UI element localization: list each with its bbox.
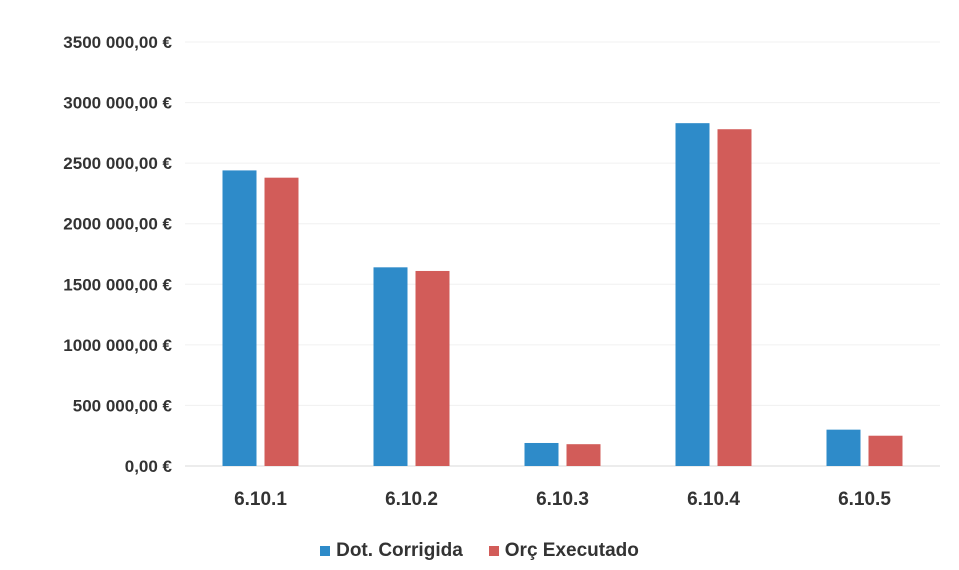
bar-orc-executado-6-10-1 — [265, 178, 299, 466]
legend: Dot. Corrigida Orç Executado — [0, 536, 959, 566]
x-category-label: 6.10.4 — [687, 489, 740, 510]
bars — [223, 123, 903, 466]
bar-orc-executado-6-10-4 — [718, 129, 752, 466]
legend-label-orc-executado: Orç Executado — [505, 540, 639, 562]
bar-dot-corrigida-6-10-2 — [374, 267, 408, 466]
legend-swatch-orc-executado — [489, 546, 499, 556]
x-category-label: 6.10.5 — [838, 489, 891, 510]
bar-dot-corrigida-6-10-5 — [827, 430, 861, 466]
bar-orc-executado-6-10-3 — [567, 444, 601, 466]
y-tick-label: 2000 000,00 € — [63, 215, 172, 234]
y-tick-label: 3500 000,00 € — [63, 33, 172, 52]
y-tick-label: 500 000,00 € — [73, 396, 173, 415]
legend-item-orc-executado: Orç Executado — [489, 540, 639, 562]
bar-dot-corrigida-6-10-1 — [223, 170, 257, 466]
y-tick-label: 3000 000,00 € — [63, 94, 172, 113]
y-tick-label: 2500 000,00 € — [63, 154, 172, 173]
bar-dot-corrigida-6-10-3 — [525, 443, 559, 466]
legend-swatch-dot-corrigida — [320, 546, 330, 556]
y-tick-label: 1000 000,00 € — [63, 336, 172, 355]
legend-label-dot-corrigida: Dot. Corrigida — [336, 540, 463, 562]
bar-orc-executado-6-10-2 — [416, 271, 450, 466]
y-axis-tick-labels: 0,00 € 500 000,00 € 1000 000,00 € 1500 000,… — [63, 33, 172, 476]
x-category-label: 6.10.2 — [385, 489, 438, 510]
x-category-label: 6.10.3 — [536, 489, 589, 510]
bar-dot-corrigida-6-10-4 — [676, 123, 710, 466]
x-axis-category-labels: 6.10.1 6.10.2 6.10.3 6.10.4 6.10.5 — [234, 489, 891, 510]
legend-item-dot-corrigida: Dot. Corrigida — [320, 540, 463, 562]
y-tick-label: 1500 000,00 € — [63, 275, 172, 294]
x-category-label: 6.10.1 — [234, 489, 287, 510]
bar-orc-executado-6-10-5 — [869, 436, 903, 466]
y-tick-label: 0,00 € — [125, 457, 173, 476]
